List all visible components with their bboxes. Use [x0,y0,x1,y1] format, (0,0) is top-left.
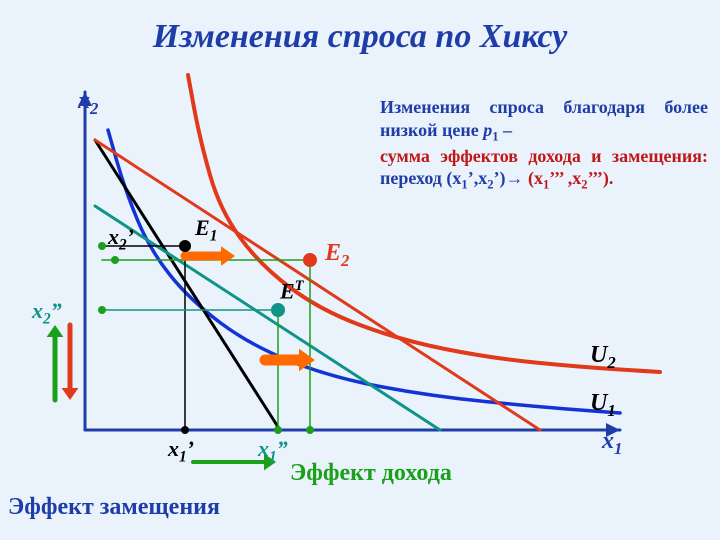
plot-svg [0,0,720,540]
diagram-root: Изменения спроса по Хиксу x2 x1 E1 E2 ET U1 U2 x… [0,0,720,540]
pl-E1: E1 [195,215,217,245]
pl-x1p: x1’ [168,436,194,466]
pl-x1pp: x1” [258,436,288,466]
bl-inc: Эффект дохода [290,460,452,487]
pl-x2p: x2’ [108,224,134,254]
title: Изменения спроса по Хиксу [0,18,720,56]
pl-U2: U2 [590,342,616,373]
pl-E2: E2 [325,240,349,271]
pl-U1: U1 [590,390,616,421]
bl-sub: Эффект замещения [8,494,220,521]
pl-x2pp: x2” [32,298,62,328]
axis-x2: x2 [78,88,98,119]
explanation-text: Изменения спроса благодаря более низкой … [380,96,708,194]
axis-x1: x1 [602,428,622,459]
pl-ET: ET [280,278,303,304]
